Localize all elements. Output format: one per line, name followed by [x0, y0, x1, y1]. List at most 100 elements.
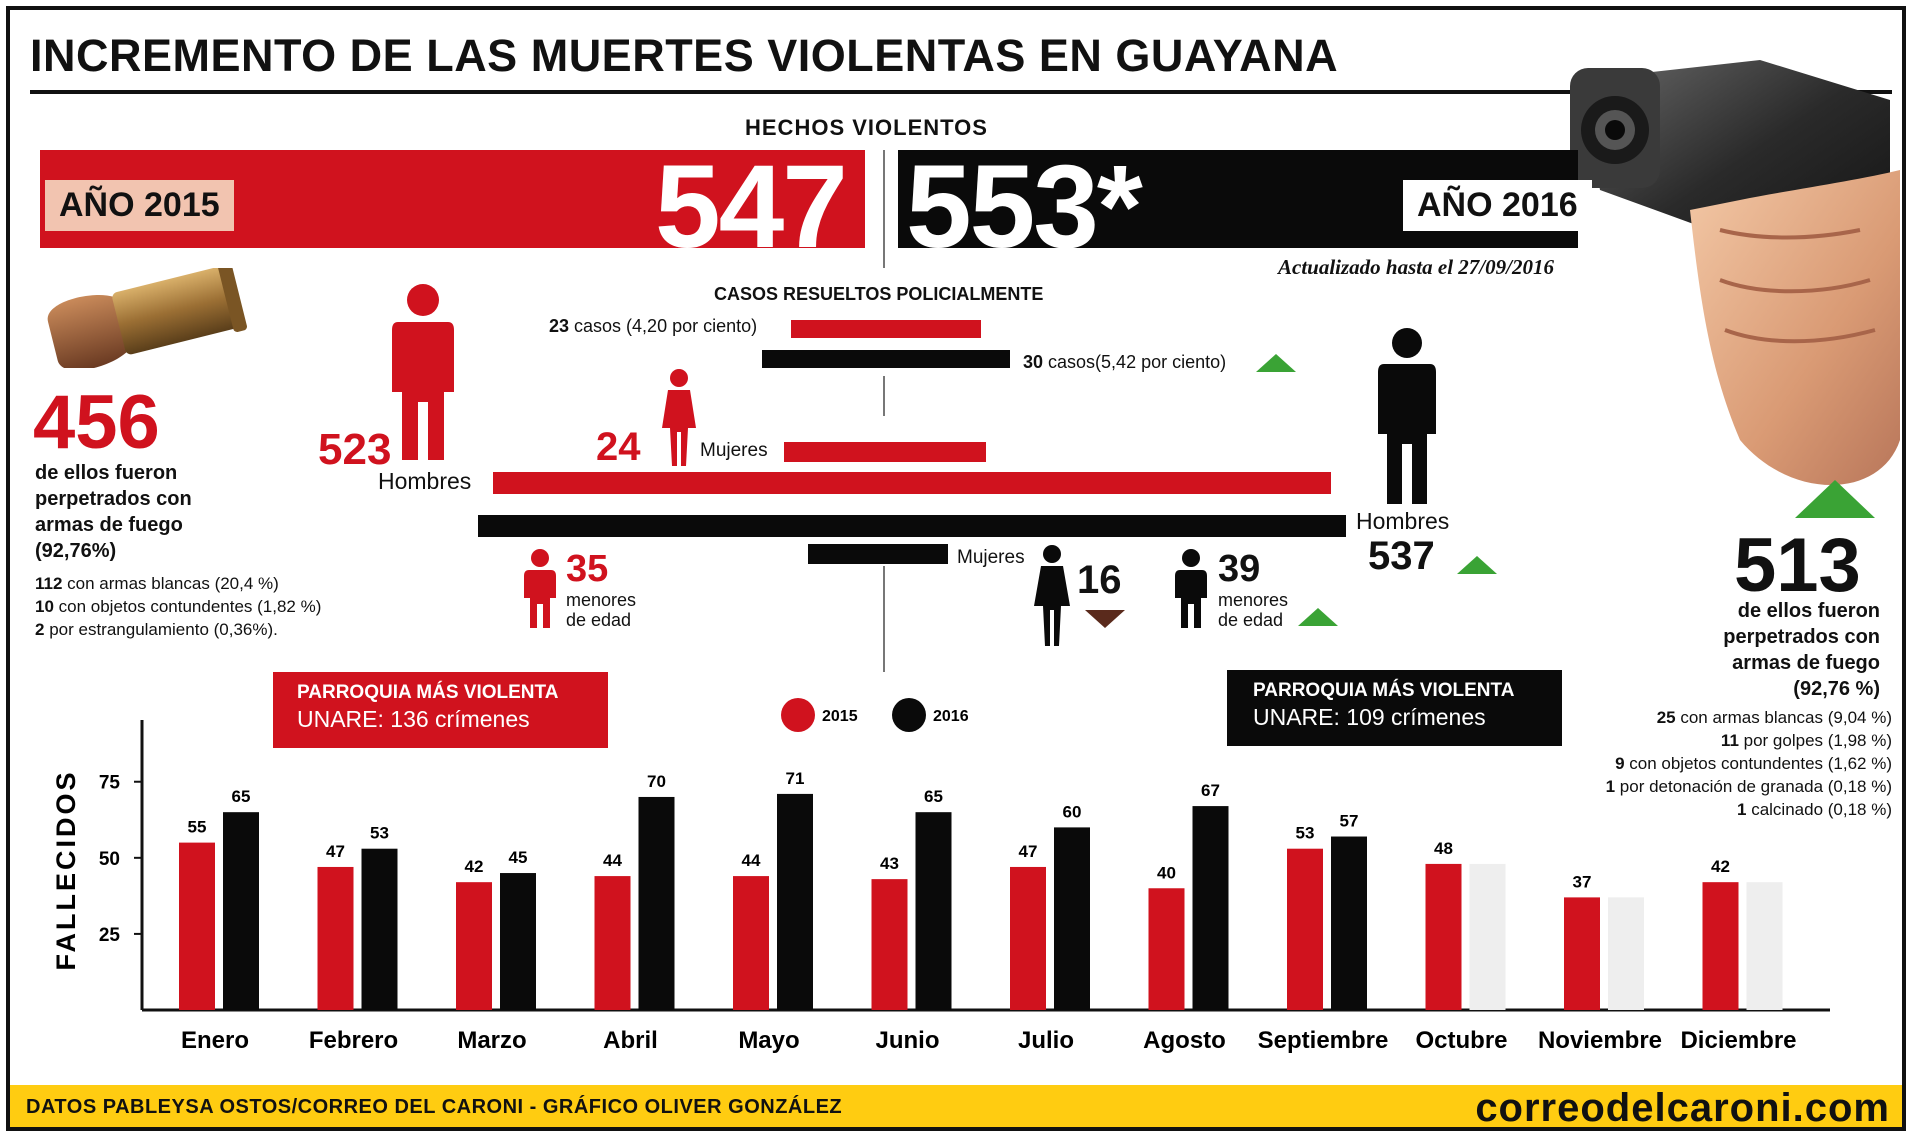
casos-2015-desc: casos (4,20 por ciento)	[569, 316, 758, 336]
data-label-2015: 43	[880, 854, 899, 873]
x-tick-label: Mayo	[738, 1027, 799, 1054]
breakdown-text: con objetos contundentes (1,82 %)	[53, 597, 322, 616]
x-tick-label: Junio	[876, 1027, 940, 1054]
year-2016-tag: AÑO 2016	[1403, 180, 1592, 231]
breakdown-num: 25	[1656, 708, 1676, 727]
casos-title: CASOS RESUELTOS POLICIALMENTE	[714, 284, 1044, 304]
hechos-violentos-title: HECHOS VIOLENTOS	[745, 115, 988, 140]
data-label-2016: 67	[1201, 781, 1220, 800]
bar-2016-mayo	[777, 793, 813, 1010]
caption-line: de ellos fueron	[1737, 600, 1880, 622]
data-label-2016: 65	[232, 787, 251, 806]
casos-2016-bar	[762, 350, 1010, 368]
increase-arrow-icon	[1298, 608, 1338, 626]
men-2015-number: 523	[318, 425, 392, 474]
data-label-2016: 53	[370, 824, 389, 843]
x-tick-label: Enero	[181, 1027, 249, 1054]
data-label-2016: 57	[1340, 812, 1359, 831]
monthly-deaths-chart: FALLECIDOS 25 50 75 2015 2016 55 65 Enero 47 53 Feb…	[51, 698, 1830, 1054]
man-icon-2016	[1378, 328, 1436, 504]
casos-2015-text: 23 casos (4,20 por ciento)	[549, 316, 757, 337]
x-tick-label: Noviembre	[1538, 1027, 1662, 1054]
data-label-2015: 42	[465, 857, 484, 876]
data-label-2015: 37	[1573, 872, 1592, 891]
breakdown-num: 1	[1737, 800, 1747, 819]
hechos-2016-value: 553*	[906, 141, 1143, 273]
y-tick-label: 75	[99, 773, 121, 794]
year-2015-tag: AÑO 2015	[45, 180, 234, 231]
data-label-2016: 65	[924, 787, 943, 806]
weapons-breakdown-2016: 25 con armas blancas (9,04 %) 11 por gol…	[1606, 706, 1892, 821]
woman-icon-2015	[662, 369, 696, 466]
bar-2016-junio	[915, 812, 952, 1010]
breakdown-text: por detonación de granada (0,18 %)	[1615, 777, 1892, 796]
minor-icon-2015	[524, 549, 556, 628]
x-tick-label: Febrero	[309, 1027, 398, 1054]
center-divider-mid	[883, 376, 885, 416]
bar-2015-enero	[179, 842, 215, 1010]
caption-line: de ellos fueron	[35, 462, 178, 484]
breakdown-num: 11	[1720, 731, 1739, 750]
breakdown-num: 112	[35, 574, 63, 593]
bar-2016-julio	[1054, 827, 1090, 1010]
minors-2016-number: 39	[1218, 548, 1261, 590]
caption-line: de edad	[1218, 610, 1284, 630]
x-tick-label: Agosto	[1143, 1027, 1226, 1054]
breakdown-num: 1	[1605, 777, 1616, 796]
caption-line: menores	[1218, 590, 1289, 610]
men-2016-bar	[478, 515, 1346, 537]
breakdown-text: por golpes (1,98 %)	[1738, 731, 1892, 750]
hechos-2015-value: 547	[655, 141, 848, 273]
infographic-frame	[6, 6, 1906, 1131]
data-label-2015: 40	[1157, 863, 1176, 882]
breakdown-text: con armas blancas (9,04 %)	[1675, 708, 1892, 727]
y-tick-label: 50	[99, 849, 120, 870]
men-2015-label: Hombres	[378, 468, 472, 494]
bar-2016-septiembre	[1331, 836, 1367, 1010]
data-label-2016: 45	[509, 848, 528, 867]
bullet-icon	[47, 268, 247, 368]
legend-label-2016: 2016	[933, 708, 969, 725]
weapons-breakdown-2015: 112 con armas blancas (20,4 %) 10 con ob…	[35, 572, 321, 641]
casos-2016-num: 30	[1023, 352, 1044, 372]
updated-note: Actualizado hasta el 27/09/2016	[1278, 255, 1554, 279]
data-label-2015: 44	[603, 851, 622, 870]
data-label-2015: 44	[742, 851, 761, 870]
y-tick-label: 25	[99, 925, 121, 946]
casos-2016-text: 30 casos(5,42 por ciento)	[1023, 352, 1226, 373]
women-2016-number: 16	[1077, 558, 1122, 602]
bar-2015-septiembre	[1287, 848, 1323, 1010]
bar-2016-pending-noviembre	[1608, 897, 1644, 1010]
bar-2015-diciembre	[1702, 882, 1739, 1010]
footer-site-link[interactable]: correodelcaroni.com	[1475, 1086, 1890, 1130]
bar-2015-julio	[1010, 866, 1046, 1010]
casos-2015-num: 23	[549, 316, 570, 336]
bar-2015-abril	[594, 876, 631, 1010]
caption-line: perpetrados con	[35, 488, 192, 510]
woman-icon-2016	[1034, 545, 1070, 646]
bar-2016-agosto	[1192, 806, 1229, 1010]
women-2016-label: Mujeres	[957, 547, 1025, 568]
page-title: INCREMENTO DE LAS MUERTES VIOLENTAS EN G…	[30, 30, 1339, 81]
x-tick-label: Julio	[1018, 1027, 1074, 1054]
footer-bar	[10, 1085, 1902, 1127]
data-label-2015: 47	[1019, 842, 1038, 861]
women-2016-bar	[808, 544, 948, 564]
breakdown-text: calcinado (0,18 %)	[1746, 800, 1892, 819]
data-label-2015: 53	[1296, 824, 1315, 843]
caption-line: armas de fuego	[1732, 652, 1880, 674]
firearms-2015-caption: de ellos fueron perpetrados con armas de…	[35, 460, 192, 564]
firearms-2015-number: 456	[33, 380, 160, 465]
men-2016-number: 537	[1368, 534, 1435, 578]
women-2015-bar	[784, 442, 986, 462]
men-2016-label: Hombres	[1356, 508, 1450, 534]
legend-label-2015: 2015	[822, 708, 858, 725]
caption-line: (92,76 %)	[1793, 678, 1880, 700]
increase-arrow-icon	[1795, 480, 1875, 518]
decrease-arrow-icon	[1085, 610, 1125, 628]
bar-2015-agosto	[1148, 888, 1185, 1010]
firearms-2016-caption: de ellos fueron perpetrados con armas de…	[1723, 598, 1880, 702]
caption-line: armas de fuego	[35, 514, 183, 536]
pistol-hand-illustration	[1570, 60, 1900, 485]
caption-line: perpetrados con	[1723, 626, 1880, 648]
